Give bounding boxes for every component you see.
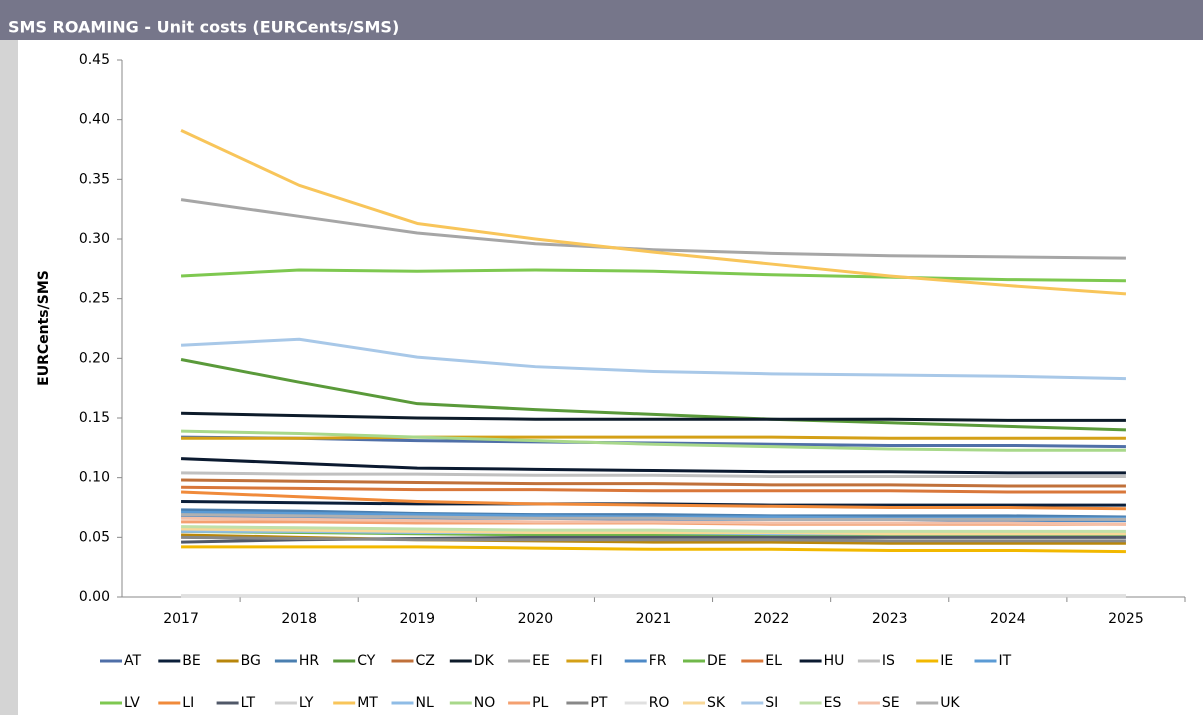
y-tick-label: 0.00: [79, 589, 110, 605]
title-bar: [0, 0, 1203, 40]
x-tick-label: 2023: [872, 611, 908, 627]
legend-label: FI: [590, 653, 602, 669]
x-tick-label: 2017: [163, 611, 199, 627]
legend-label: SE: [882, 695, 900, 711]
legend-label: PT: [590, 695, 607, 711]
series-line: [181, 525, 1126, 533]
legend-label: HR: [299, 653, 320, 669]
legend-label: NL: [416, 695, 434, 711]
x-tick-label: 2024: [990, 611, 1026, 627]
series-line: [180, 337, 1126, 381]
series-line: [180, 129, 1127, 296]
legend-label: SI: [765, 695, 778, 711]
legend-label: DE: [707, 653, 727, 669]
y-tick-label: 0.40: [79, 112, 110, 128]
legend-label: LY: [299, 695, 314, 711]
series-line: [180, 490, 1126, 511]
chart-title: SMS ROAMING - Unit costs (EURCents/SMS): [8, 18, 399, 37]
legend-label: EE: [532, 653, 550, 669]
legend-label: DK: [474, 653, 495, 669]
y-tick-label: 0.25: [79, 291, 110, 307]
series-line: [180, 457, 1126, 475]
series-line: [181, 527, 1126, 536]
y-tick-label: 0.45: [79, 52, 110, 68]
series-line: [181, 471, 1126, 478]
y-tick-label: 0.20: [79, 350, 110, 366]
series-line: [181, 508, 1126, 519]
y-axis-label: EURCents/SMS: [36, 270, 52, 386]
series-line: [181, 516, 1126, 526]
legend-label: BG: [241, 653, 261, 669]
legend-label: IS: [882, 653, 895, 669]
legend-label: IE: [940, 653, 953, 669]
series-line: [181, 478, 1126, 488]
x-tick-label: 2025: [1108, 611, 1144, 627]
x-tick-label: 2020: [518, 611, 554, 627]
series-line: [181, 545, 1126, 554]
series-line: [180, 268, 1126, 283]
legend-label: RO: [649, 695, 670, 711]
legend-label: CZ: [416, 653, 435, 669]
side-strip: [0, 40, 18, 715]
y-tick-label: 0.35: [79, 171, 110, 187]
legend-label: LT: [241, 695, 256, 711]
x-tick-label: 2022: [754, 611, 790, 627]
legend-label: LI: [182, 695, 194, 711]
x-tick-label: 2019: [399, 611, 435, 627]
series-line: [181, 435, 1126, 440]
series-line: [181, 513, 1126, 521]
legend-label: FR: [649, 653, 667, 669]
legend-label: MT: [357, 695, 378, 711]
legend-label: AT: [124, 653, 141, 669]
legend-label: LV: [124, 695, 140, 711]
legend-label: UK: [940, 695, 960, 711]
legend-label: NO: [474, 695, 496, 711]
legend-label: HU: [824, 653, 845, 669]
series-line: [181, 411, 1126, 422]
x-tick-label: 2021: [636, 611, 672, 627]
legend-label: PL: [532, 695, 548, 711]
series-line: [180, 358, 1126, 432]
series-line: [181, 535, 1126, 543]
x-tick-label: 2018: [281, 611, 317, 627]
legend-label: CY: [357, 653, 376, 669]
series-line: [181, 429, 1126, 452]
series-line: [180, 198, 1126, 260]
legend-label: SK: [707, 695, 726, 711]
legend-label: BE: [182, 653, 200, 669]
series-line: [181, 485, 1126, 494]
legend-label: ES: [824, 695, 842, 711]
legend-label: EL: [765, 653, 782, 669]
y-tick-label: 0.30: [79, 231, 110, 247]
y-tick-label: 0.05: [79, 529, 110, 545]
y-tick-label: 0.10: [79, 470, 110, 486]
legend-label: IT: [999, 653, 1012, 669]
y-tick-label: 0.15: [79, 410, 110, 426]
